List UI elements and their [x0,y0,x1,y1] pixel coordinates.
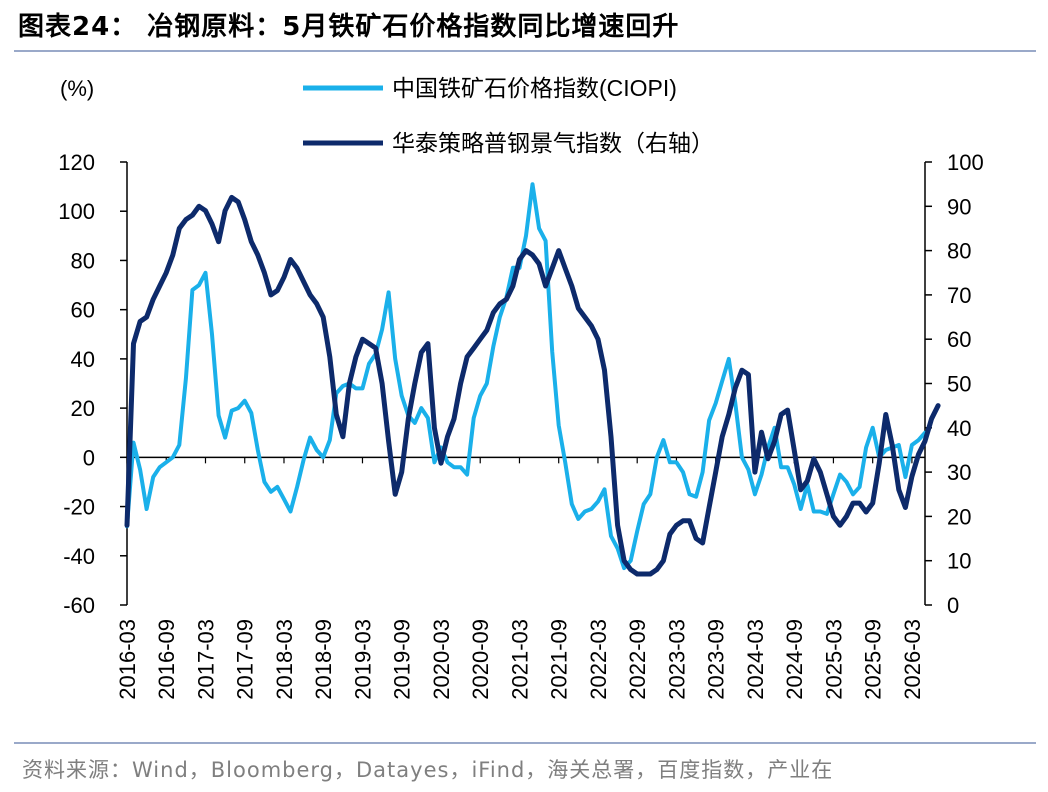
x-tick-label: 2018-03 [272,619,297,700]
left-tick-label: 80 [71,248,95,273]
x-tick-label: 2020-03 [429,619,454,700]
footer-divider [14,742,1036,744]
x-tick-label: 2019-09 [390,619,415,700]
left-axis-unit: (%) [60,76,94,101]
x-tick-label: 2024-03 [743,619,768,700]
right-tick-label: 30 [947,460,971,485]
x-tick-label: 2016-03 [115,619,140,700]
series-line-ciopi [125,182,927,571]
left-tick-label: 0 [83,445,95,470]
left-tick-label: -60 [63,593,95,618]
x-tick-label: 2017-09 [233,619,258,700]
x-tick-label: 2021-09 [547,619,572,700]
series-line-steel-index [124,194,941,577]
x-tick-label: 2019-03 [350,619,375,700]
x-tick-label: 2016-09 [154,619,179,700]
x-tick-label: 2020-09 [468,619,493,700]
legend-label: 华泰策略普钢景气指数（右轴） [392,130,714,156]
x-tick-label: 2017-03 [193,619,218,700]
chart-axes: (%)120100806040200-20-40-601009080706050… [58,76,983,700]
x-tick-label: 2021-03 [507,619,532,700]
chart-series [124,182,941,577]
right-tick-label: 80 [947,239,971,264]
left-tick-label: 40 [71,347,95,372]
right-tick-label: 70 [947,283,971,308]
x-tick-label: 2022-03 [586,619,611,700]
left-tick-label: 100 [58,199,95,224]
left-tick-label: 120 [58,150,95,175]
left-tick-label: 20 [71,396,95,421]
source-note: 资料来源：Wind，Bloomberg，Datayes，iFind，海关总署，百… [22,758,834,782]
right-tick-label: 0 [947,593,959,618]
x-tick-label: 2025-09 [861,619,886,700]
right-tick-label: 100 [947,150,984,175]
x-tick-label: 2023-09 [704,619,729,700]
x-tick-label: 2026-03 [900,619,925,700]
right-tick-label: 40 [947,416,971,441]
left-tick-label: 60 [71,298,95,323]
x-tick-label: 2024-09 [782,619,807,700]
x-tick-label: 2022-09 [625,619,650,700]
figure-title: 图表24： 冶钢原料：5月铁矿石价格指数同比增速回升 [18,12,680,42]
left-tick-label: -20 [63,495,95,520]
x-tick-label: 2023-03 [664,619,689,700]
right-tick-label: 10 [947,549,971,574]
right-tick-label: 50 [947,372,971,397]
left-tick-label: -40 [63,544,95,569]
right-tick-label: 60 [947,327,971,352]
chart-legend: 中国铁矿石价格指数(CIOPI) 华泰策略普钢景气指数（右轴） [303,75,714,156]
x-tick-label: 2018-09 [311,619,336,700]
title-divider [14,50,1036,52]
right-tick-label: 20 [947,504,971,529]
legend-label: 中国铁矿石价格指数(CIOPI) [392,75,677,101]
right-tick-label: 90 [947,194,971,219]
x-tick-label: 2025-03 [821,619,846,700]
